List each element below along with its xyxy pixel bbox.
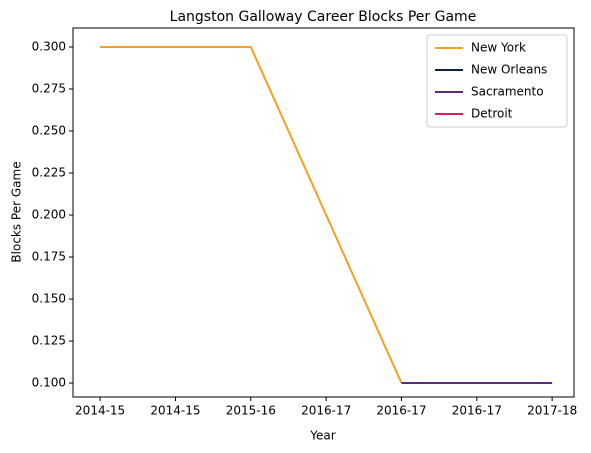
series-line xyxy=(100,45,403,384)
legend-label: Detroit xyxy=(471,107,513,121)
legend-box xyxy=(426,34,568,128)
y-tick-label: 0.200 xyxy=(32,208,66,222)
chart-title: Langston Galloway Career Blocks Per Game xyxy=(170,9,477,25)
legend-label: Sacramento xyxy=(471,85,544,99)
y-tick-label: 0.300 xyxy=(32,39,66,53)
y-tick-label: 0.275 xyxy=(32,81,66,95)
y-tick-label: 0.175 xyxy=(32,250,66,264)
y-tick-label: 0.125 xyxy=(32,334,66,348)
x-tick-label: 2016-17 xyxy=(301,404,351,418)
y-tick-label: 0.150 xyxy=(32,292,66,306)
x-tick-label: 2017-18 xyxy=(527,404,577,418)
x-tick-label: 2016-17 xyxy=(452,404,502,418)
x-tick-label: 2014-15 xyxy=(150,404,200,418)
plot-frame xyxy=(72,27,575,398)
x-tick-label: 2016-17 xyxy=(376,404,426,418)
y-tick-label: 0.100 xyxy=(32,376,66,390)
y-tick-label: 0.250 xyxy=(32,124,66,138)
x-axis-label: Year xyxy=(309,429,335,443)
x-tick-label: 2015-16 xyxy=(226,404,276,418)
legend-label: New Orleans xyxy=(471,63,547,77)
y-tick-label: 0.225 xyxy=(32,166,66,180)
x-tick-label: 2014-15 xyxy=(75,404,125,418)
y-axis-label: Blocks Per Game xyxy=(10,161,24,262)
legend-label: New York xyxy=(471,41,526,55)
